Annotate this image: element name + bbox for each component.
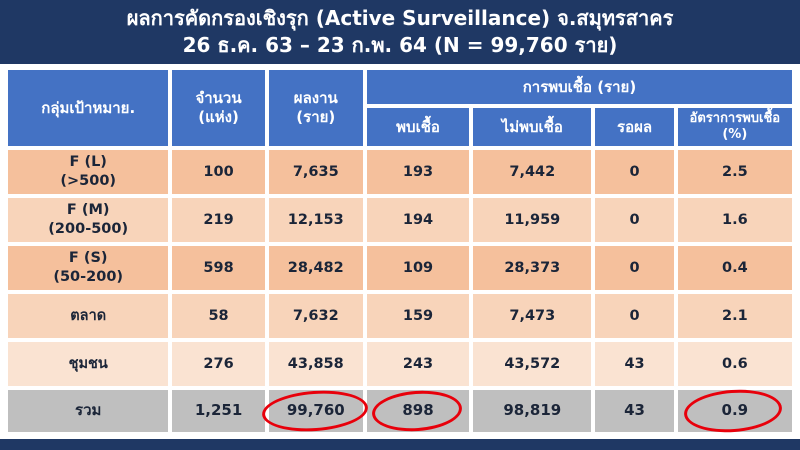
cell-group-line2: (50-200) xyxy=(53,269,124,285)
cell-result: 43,858 xyxy=(268,342,363,386)
header-target-group: กลุ่มเป้าหมาย. xyxy=(8,70,169,146)
header-result: ผลงาน (ราย) xyxy=(268,70,363,146)
cell-not-found: 7,442 xyxy=(473,150,592,194)
title-bar: ผลการคัดกรองเชิงรุก (Active Surveillance… xyxy=(0,0,800,64)
header-pending: รอผล xyxy=(595,108,674,146)
cell-total-not-found: 98,819 xyxy=(473,390,592,432)
cell-total-result: 99,760 xyxy=(268,390,363,432)
header-infection-group: การพบเชื้อ (ราย) xyxy=(366,70,792,104)
table-row-fs: F (S) (50-200) 598 28,482 109 28,373 0 0… xyxy=(8,246,792,290)
table-row-community: ชุมชน 276 43,858 243 43,572 43 0.6 xyxy=(8,342,792,386)
cell-group-line1: F (M) xyxy=(66,202,110,219)
cell-found: 159 xyxy=(366,294,470,338)
table-row-fl: F (L) (>500) 100 7,635 193 7,442 0 2.5 xyxy=(8,150,792,194)
cell-total-found: 898 xyxy=(366,390,470,432)
header-result-line1: ผลงาน xyxy=(293,89,338,108)
cell-not-found: 11,959 xyxy=(473,198,592,242)
header-result-line2: (ราย) xyxy=(296,108,336,126)
cell-found: 193 xyxy=(366,150,470,194)
slide-title-line1: ผลการคัดกรองเชิงรุก (Active Surveillance… xyxy=(126,6,674,30)
footer-bar xyxy=(0,439,800,450)
table-row-market: ตลาด 58 7,632 159 7,473 0 2.1 xyxy=(8,294,792,338)
cell-count: 598 xyxy=(172,246,265,290)
cell-result: 7,635 xyxy=(268,150,363,194)
cell-result: 7,632 xyxy=(268,294,363,338)
cell-group: F (S) (50-200) xyxy=(8,246,169,290)
header-rate: อัตราการพบเชื้อ (%) xyxy=(677,108,792,146)
cell-found: 243 xyxy=(366,342,470,386)
cell-rate: 1.6 xyxy=(677,198,792,242)
cell-rate: 2.1 xyxy=(677,294,792,338)
cell-group-line2: (200-500) xyxy=(48,221,129,237)
table-container: กลุ่มเป้าหมาย. จำนวน (แห่ง) ผลงาน (ราย) … xyxy=(0,64,800,438)
cell-group-line1: F (S) xyxy=(68,250,108,267)
cell-pending: 0 xyxy=(595,294,674,338)
cell-found: 194 xyxy=(366,198,470,242)
cell-total-count: 1,251 xyxy=(172,390,265,432)
cell-count: 58 xyxy=(172,294,265,338)
cell-group: ตลาด xyxy=(8,294,169,338)
table-row-fm: F (M) (200-500) 219 12,153 194 11,959 0 … xyxy=(8,198,792,242)
cell-rate: 0.4 xyxy=(677,246,792,290)
surveillance-table: กลุ่มเป้าหมาย. จำนวน (แห่ง) ผลงาน (ราย) … xyxy=(4,66,796,436)
cell-group-line1: ชุมชน xyxy=(68,355,108,372)
cell-pending: 43 xyxy=(595,342,674,386)
table-row-total: รวม 1,251 99,760 898 98,819 43 0.9 xyxy=(8,390,792,432)
cell-total-pending: 43 xyxy=(595,390,674,432)
header-row-top: กลุ่มเป้าหมาย. จำนวน (แห่ง) ผลงาน (ราย) … xyxy=(8,70,792,146)
header-count-line2: (แห่ง) xyxy=(198,108,239,126)
cell-rate: 0.6 xyxy=(677,342,792,386)
header-rate-line1: อัตราการพบเชื้อ xyxy=(689,110,781,126)
cell-pending: 0 xyxy=(595,246,674,290)
cell-result: 28,482 xyxy=(268,246,363,290)
cell-group-line1: ตลาด xyxy=(70,307,107,324)
cell-group: ชุมชน xyxy=(8,342,169,386)
cell-rate: 2.5 xyxy=(677,150,792,194)
cell-not-found: 7,473 xyxy=(473,294,592,338)
cell-not-found: 43,572 xyxy=(473,342,592,386)
cell-count: 100 xyxy=(172,150,265,194)
cell-group-line1: F (L) xyxy=(69,154,107,171)
slide-title-line2: 26 ธ.ค. 63 – 23 ก.พ. 64 (N = 99,760 ราย) xyxy=(182,33,618,57)
cell-total-rate: 0.9 xyxy=(677,390,792,432)
cell-pending: 0 xyxy=(595,150,674,194)
cell-count: 219 xyxy=(172,198,265,242)
cell-group: F (L) (>500) xyxy=(8,150,169,194)
cell-group: F (M) (200-500) xyxy=(8,198,169,242)
cell-result: 12,153 xyxy=(268,198,363,242)
header-count: จำนวน (แห่ง) xyxy=(172,70,265,146)
cell-group-line2: (>500) xyxy=(60,173,117,189)
cell-total-label: รวม xyxy=(8,390,169,432)
cell-pending: 0 xyxy=(595,198,674,242)
header-found: พบเชื้อ xyxy=(366,108,470,146)
header-not-found: ไม่พบเชื้อ xyxy=(473,108,592,146)
cell-count: 276 xyxy=(172,342,265,386)
cell-found: 109 xyxy=(366,246,470,290)
header-row-sub: พบเชื้อ ไม่พบเชื้อ รอผล อัตราการพบเชื้อ … xyxy=(8,108,792,146)
header-count-line1: จำนวน xyxy=(195,89,242,108)
header-rate-line2: (%) xyxy=(722,127,748,142)
cell-not-found: 28,373 xyxy=(473,246,592,290)
